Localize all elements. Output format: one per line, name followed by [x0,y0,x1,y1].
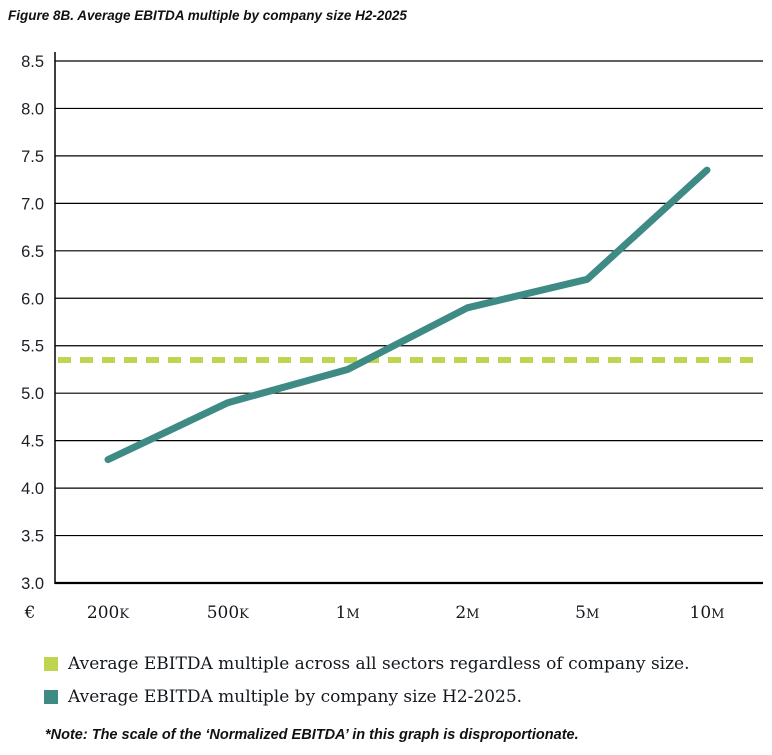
svg-text:3.0: 3.0 [21,575,44,593]
svg-text:5M: 5M [575,603,599,623]
svg-text:3.5: 3.5 [21,528,44,546]
legend-label: Average EBITDA multiple across all secto… [68,654,690,674]
svg-text:10M: 10M [690,603,725,623]
svg-text:2M: 2M [455,603,479,623]
svg-text:8.0: 8.0 [21,100,44,118]
svg-text:8.5: 8.5 [21,53,44,71]
svg-text:7.0: 7.0 [21,195,44,213]
svg-text:5.5: 5.5 [21,338,44,356]
ebitda-line-chart: 8.5 8.0 7.5 7.0 6.5 6.0 5.5 5.0 4.5 4.0 3.5 3.0 € 200… [21,52,763,623]
legend-item-by-company-size: Average EBITDA multiple by company size … [44,687,690,707]
svg-text:1M: 1M [336,603,360,623]
svg-text:4.5: 4.5 [21,433,44,451]
chart-footnote: *Note: The scale of the ‘Normalized EBIT… [45,727,579,743]
svg-text:€: € [24,603,36,623]
legend-swatch-average-icon [44,657,58,671]
svg-text:6.5: 6.5 [21,243,44,261]
svg-text:500K: 500K [207,603,249,623]
svg-text:6.0: 6.0 [21,290,44,308]
svg-text:200K: 200K [87,603,129,623]
svg-text:7.5: 7.5 [21,148,44,166]
figure-title: Figure 8B. Average EBITDA multiple by co… [8,8,407,23]
svg-text:5.0: 5.0 [21,385,44,403]
legend-label: Average EBITDA multiple by company size … [68,687,523,707]
legend-item-average-all-sectors: Average EBITDA multiple across all secto… [44,654,690,674]
chart-legend: Average EBITDA multiple across all secto… [44,654,690,720]
svg-text:4.0: 4.0 [21,480,44,498]
legend-swatch-series-icon [44,690,58,704]
